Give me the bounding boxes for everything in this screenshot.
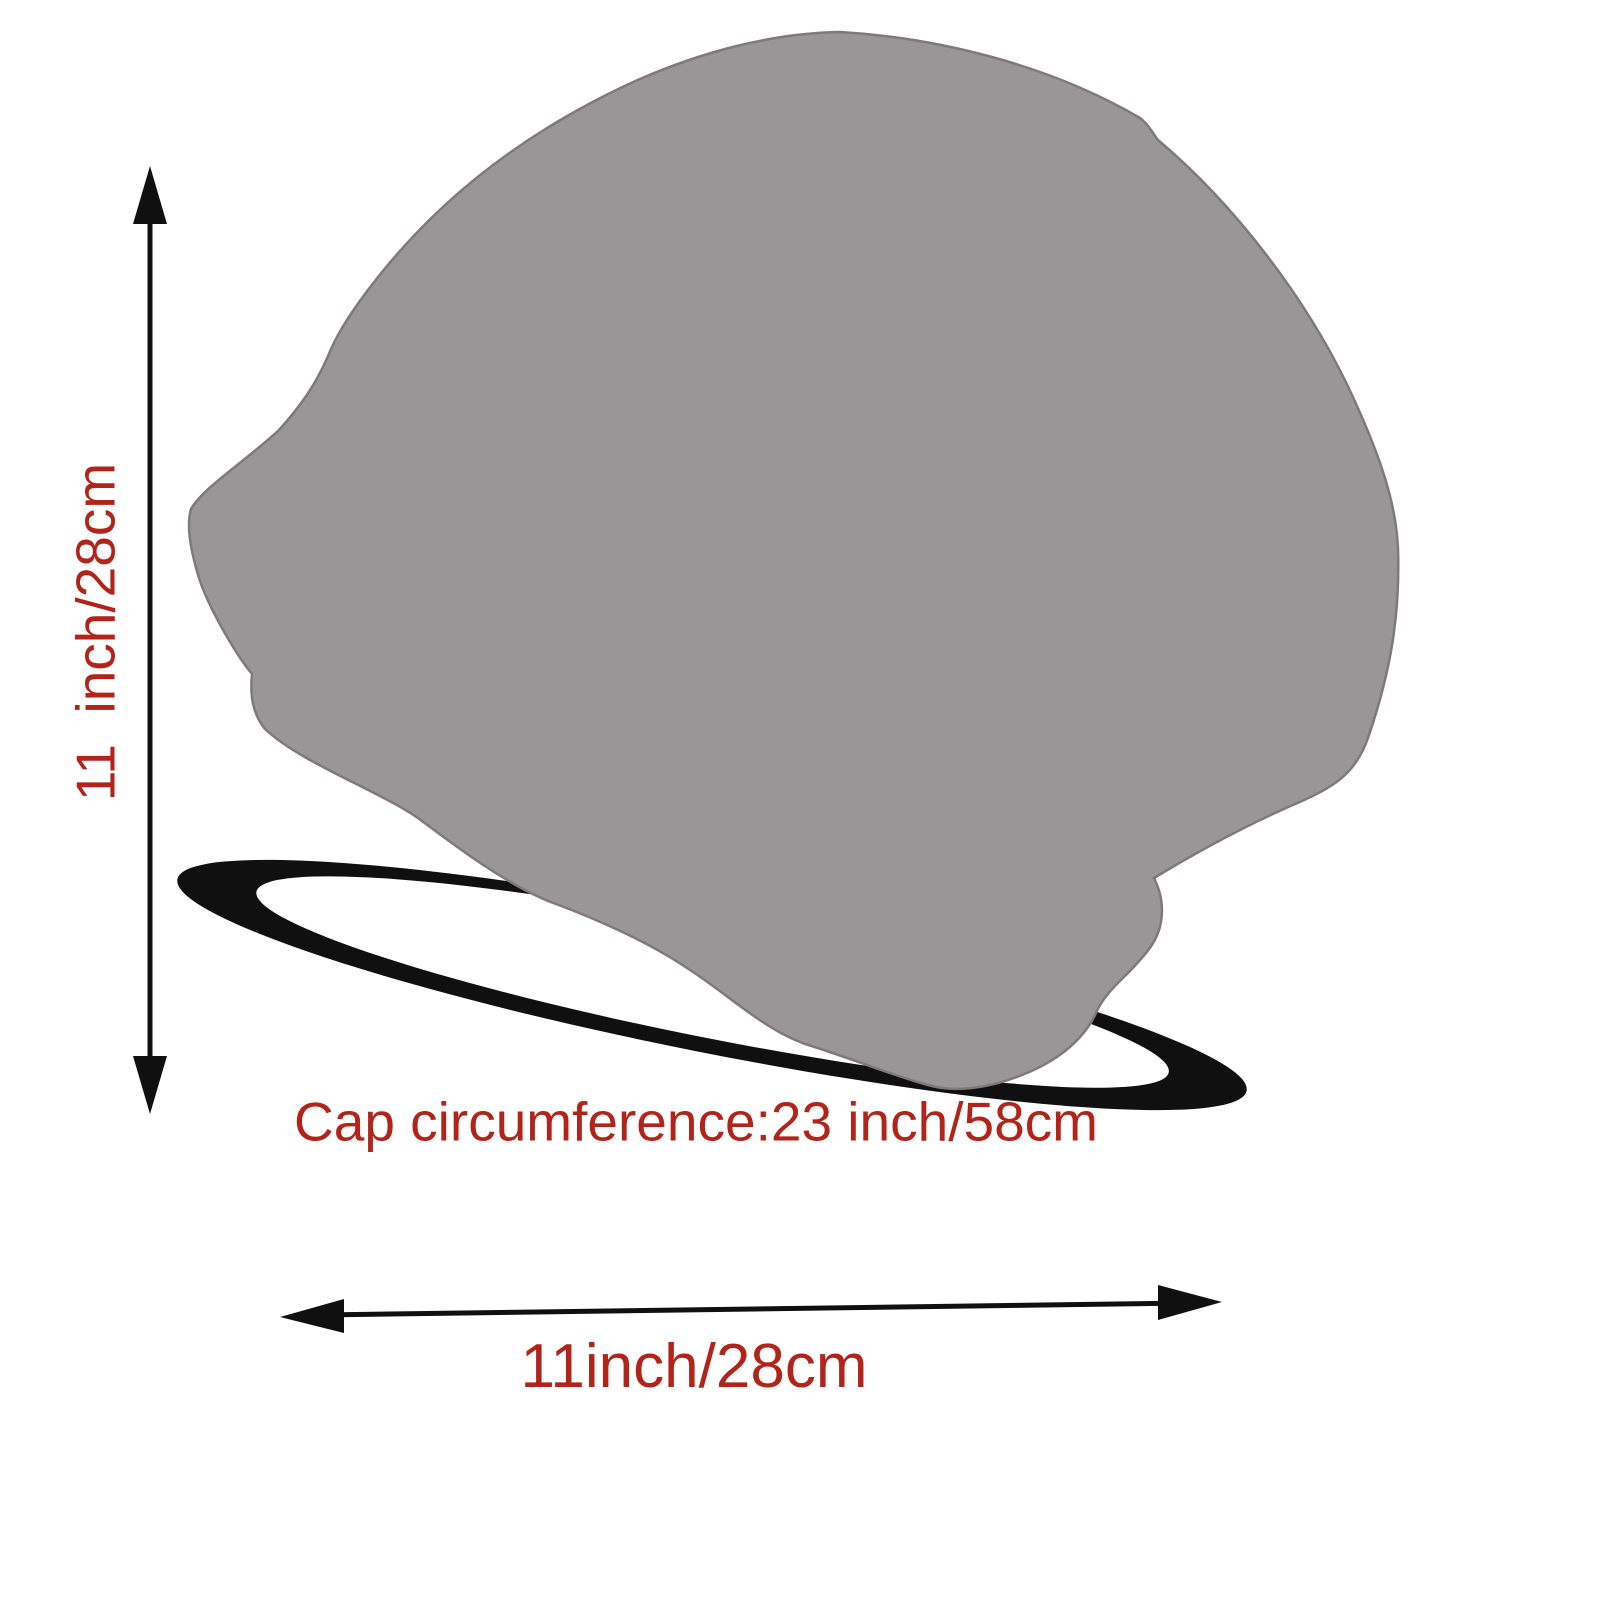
- arrow-up-icon: [133, 166, 167, 224]
- height-dimension-arrow: [133, 166, 167, 1114]
- arrow-down-icon: [133, 1056, 167, 1114]
- arrow-right-icon: [1158, 1285, 1222, 1320]
- cap-silhouette: [187, 30, 1400, 1091]
- width-dimension-arrow: [280, 1285, 1222, 1333]
- arrow-left-icon: [280, 1299, 344, 1333]
- height-dimension-label: 11 inch/28cm: [64, 462, 127, 802]
- circumference-label: Cap circumference:23 inch/58cm: [294, 1090, 1098, 1153]
- width-dimension-label: 11inch/28cm: [520, 1332, 868, 1401]
